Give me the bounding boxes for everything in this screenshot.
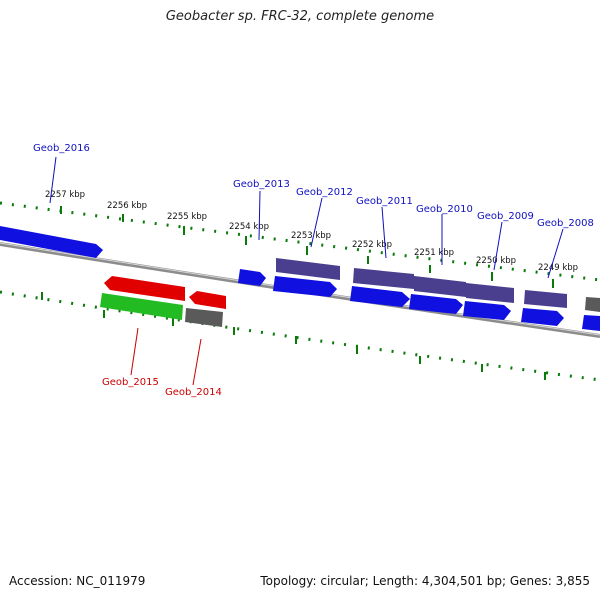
kbp-label: 2253 kbp [291,231,331,241]
gene-label: Geob_2016 [33,143,90,154]
kbp-label: 2251 kbp [414,248,454,258]
gene-arrow[interactable] [273,276,337,297]
gene-label: Geob_2010 [416,204,473,215]
kbp-label: 2257 kbp [45,190,85,200]
lower-scale [0,290,600,382]
gene-arrow[interactable] [585,297,600,312]
gene-label: Geob_2014 [165,387,222,398]
gene-arrow[interactable] [582,315,600,331]
gene-arrow[interactable] [353,268,414,289]
gene-arrow[interactable] [524,290,567,308]
kbp-labels: 2257 kbp 2256 kbp 2255 kbp 2254 kbp 2253… [45,190,578,273]
gene-arrow[interactable] [466,283,514,303]
gene-labels: Geob_2016 Geob_2013 Geob_2012 Geob_2011 … [33,143,594,398]
gene-arrow[interactable] [409,294,463,314]
kbp-label: 2255 kbp [167,212,207,222]
gene-label: Geob_2008 [537,218,594,229]
kbp-label: 2250 kbp [476,256,516,266]
topology-label: Topology: circular; Length: 4,304,501 bp… [260,574,590,588]
gene-label: Geob_2012 [296,187,353,198]
kbp-label: 2254 kbp [229,222,269,232]
reverse-strand-genes [100,276,226,327]
gene-arrow[interactable] [521,308,564,326]
gene-arrow[interactable] [276,258,340,280]
gene-arrow[interactable] [104,276,185,301]
gene-arrow[interactable] [100,293,183,320]
gene-arrow[interactable] [414,276,466,297]
gene-arrow[interactable] [463,301,511,320]
gene-arrow[interactable] [189,291,226,309]
gene-arrow[interactable] [238,269,266,286]
gene-arrow[interactable] [185,308,223,327]
gene-label: Geob_2013 [233,179,290,190]
kbp-label: 2252 kbp [352,240,392,250]
gene-label: Geob_2011 [356,196,413,207]
gene-arrow[interactable] [0,226,103,258]
upper-scale [0,201,600,288]
gene-arrow[interactable] [350,286,410,307]
forward-strand-genes [0,226,600,331]
gene-label: Geob_2009 [477,211,534,222]
kbp-label: 2249 kbp [538,263,578,273]
label-leaders [49,156,564,386]
map-title: Geobacter sp. FRC-32, complete genome [165,9,435,24]
gene-label: Geob_2015 [102,377,159,388]
accession-label: Accession: NC_011979 [9,574,146,588]
kbp-label: 2256 kbp [107,201,147,211]
